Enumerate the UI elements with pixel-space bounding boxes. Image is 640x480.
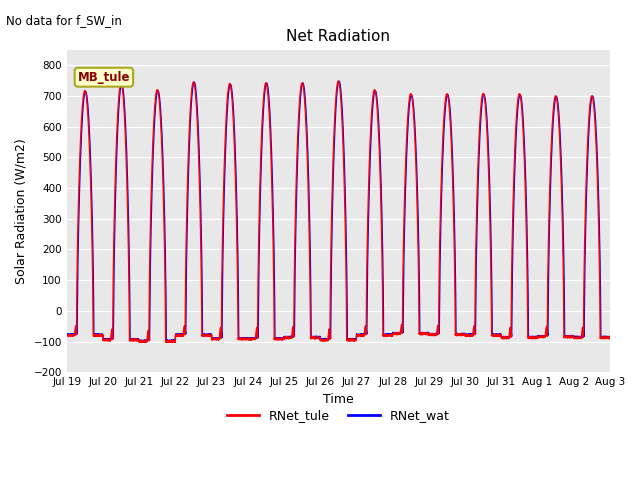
RNet_wat [491,333,499,338]
RNet_tule [491,333,499,339]
Title: Net Radiation: Net Radiation [286,29,390,44]
RNet_tule [605,336,613,341]
RNet_tule [63,332,70,338]
RNet_tule [335,78,342,84]
RNet_wat [460,332,468,338]
RNet_tule [318,337,326,343]
Line: RNet_tule: RNet_tule [67,81,610,342]
X-axis label: Time: Time [323,393,354,406]
Legend: RNet_tule, RNet_wat: RNet_tule, RNet_wat [222,404,454,427]
RNet_wat [430,331,438,337]
Y-axis label: Solar Radiation (W/m2): Solar Radiation (W/m2) [15,138,28,284]
RNet_tule [161,242,168,248]
RNet_tule [460,332,468,338]
RNet_wat [63,332,70,337]
RNet_wat [606,334,614,340]
RNet_wat [142,339,150,345]
Line: RNet_wat: RNet_wat [67,81,610,342]
RNet_tule [430,331,438,337]
Text: MB_tule: MB_tule [77,71,130,84]
RNet_wat [161,212,168,217]
RNet_wat [318,337,326,343]
RNet_tule [606,335,614,340]
RNet_tule [141,339,148,345]
Text: No data for f_SW_in: No data for f_SW_in [6,14,122,27]
RNet_wat [605,334,613,339]
RNet_wat [335,78,343,84]
